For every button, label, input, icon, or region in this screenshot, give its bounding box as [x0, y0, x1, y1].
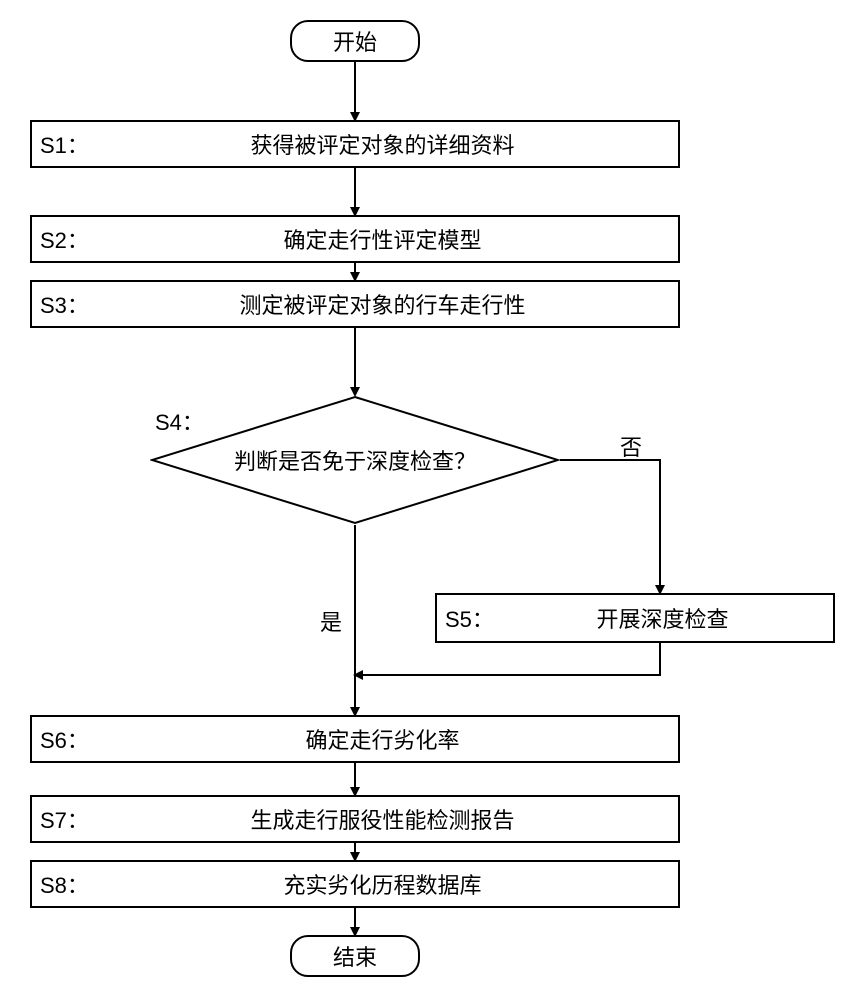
s8-text: 充实劣化历程数据库: [95, 868, 670, 900]
s3-text: 测定被评定对象的行车走行性: [95, 288, 670, 320]
s2-text: 确定走行性评定模型: [95, 223, 670, 255]
end-node: 结束: [290, 935, 420, 977]
end-label: 结束: [333, 940, 377, 972]
s5-text: 开展深度检查: [500, 602, 825, 634]
s8-step: S8：: [40, 868, 89, 900]
step-s2: S2： 确定走行性评定模型: [30, 215, 680, 263]
s1-step: S1：: [40, 128, 89, 160]
s1-text: 获得被评定对象的详细资料: [95, 128, 670, 160]
s7-step: S7：: [40, 803, 89, 835]
step-s4-decision: 判断是否免于深度检查？: [150, 395, 560, 525]
step-s6: S6： 确定走行劣化率: [30, 715, 680, 763]
flowchart-container: 开始 S1： 获得被评定对象的详细资料 S2： 确定走行性评定模型 S3： 测定…: [20, 20, 843, 980]
s6-step: S6：: [40, 723, 89, 755]
step-s5: S5： 开展深度检查: [435, 593, 835, 643]
step-s7: S7： 生成走行服役性能检测报告: [30, 795, 680, 843]
edge-label-no: 否: [620, 430, 642, 462]
step-s1: S1： 获得被评定对象的详细资料: [30, 120, 680, 168]
s4-step: S4：: [155, 405, 204, 437]
s3-step: S3：: [40, 288, 89, 320]
decision-shape: [150, 395, 560, 525]
s7-text: 生成走行服役性能检测报告: [95, 803, 670, 835]
s6-text: 确定走行劣化率: [95, 723, 670, 755]
s5-step: S5：: [445, 602, 494, 634]
start-label: 开始: [333, 25, 377, 57]
s2-step: S2：: [40, 223, 89, 255]
step-s8: S8： 充实劣化历程数据库: [30, 860, 680, 908]
start-node: 开始: [290, 20, 420, 62]
step-s3: S3： 测定被评定对象的行车走行性: [30, 280, 680, 328]
edge-label-yes: 是: [320, 605, 342, 637]
